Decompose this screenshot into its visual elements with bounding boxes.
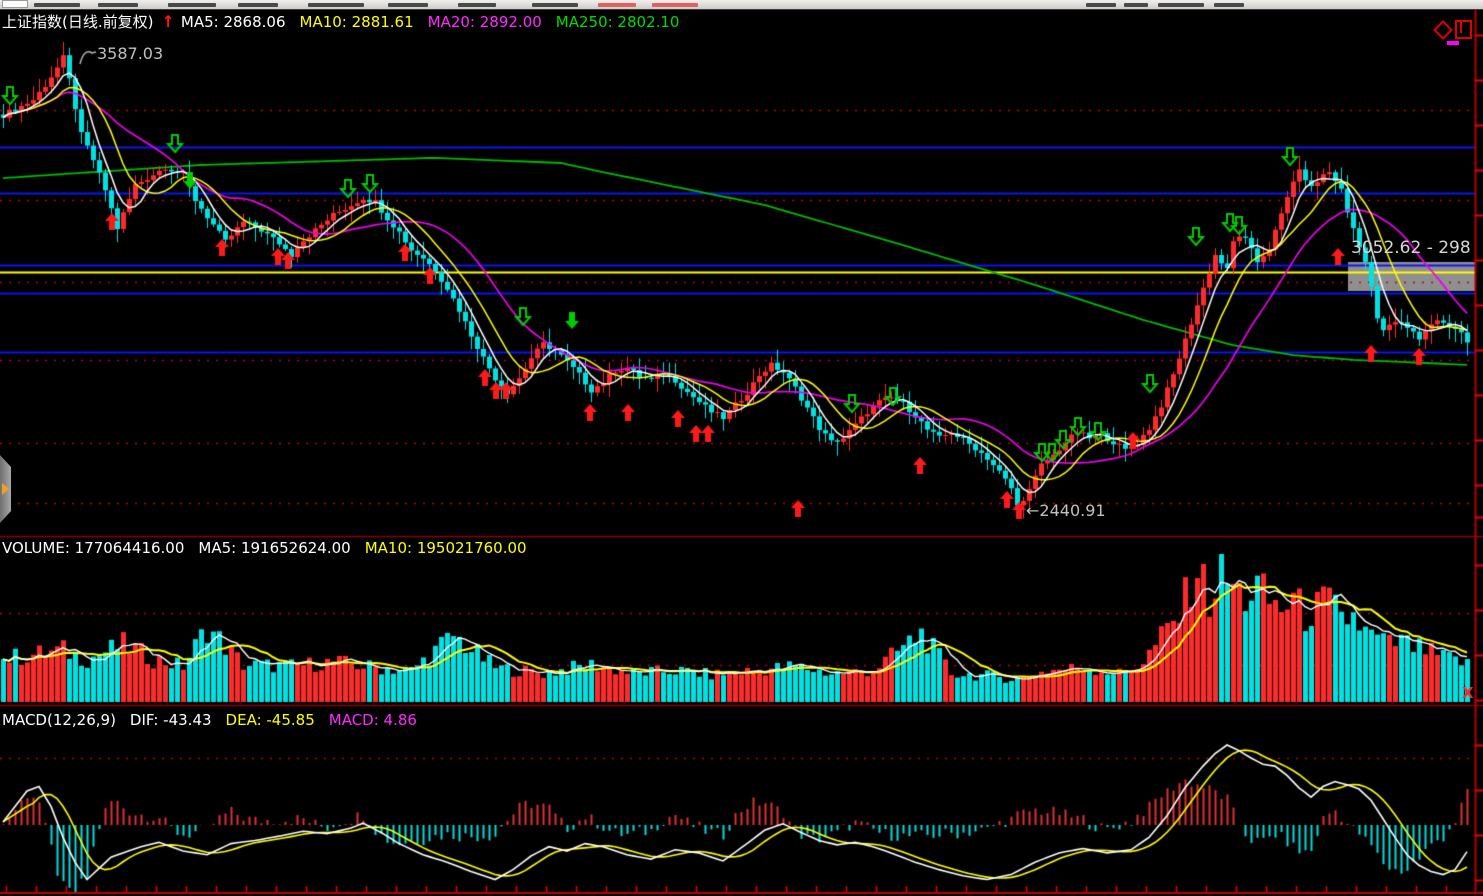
volume-ma10-value: MA10: 195021760.00 (364, 539, 527, 557)
dea-value: DEA: -45.85 (225, 711, 315, 729)
ma250-value: MA250: 2802.10 (555, 13, 680, 31)
arrow-right-icon (2, 483, 9, 495)
high-price-annotation: 3587.03 (97, 44, 164, 63)
magenta-marker (1447, 41, 1459, 45)
volume-header: VOLUME: 177064416.00 MA5: 191652624.00 MA1… (2, 539, 527, 557)
volume-ma5-value: MA5: 191652624.00 (198, 539, 351, 557)
ma5-value: MA5: 2868.06 (180, 13, 286, 31)
price-band-tooltip: 3052.62 - 298 (1351, 238, 1471, 258)
window-restore-icon[interactable] (1455, 20, 1472, 39)
low-price-annotation: ←2440.91 (1026, 501, 1106, 520)
macd-value: MACD: 4.86 (328, 711, 417, 729)
volume-pane-close-icon[interactable]: X (1462, 684, 1474, 702)
macd-title: MACD(12,26,9) (2, 711, 116, 729)
menu-bar[interactable] (0, 0, 1483, 10)
dif-value: DIF: -43.43 (129, 711, 212, 729)
volume-value: VOLUME: 177064416.00 (2, 539, 185, 557)
menu-home-button[interactable] (2, 0, 28, 8)
sidebar-expand-handle[interactable] (0, 455, 11, 523)
macd-header: MACD(12,26,9) DIF: -43.43 DEA: -45.85 MACD:… (2, 711, 417, 729)
up-arrow-icon: ↑ (161, 12, 175, 31)
symbol-title: 上证指数(日线.前复权) (2, 13, 154, 31)
ma10-value: MA10: 2881.61 (299, 13, 414, 31)
ma20-value: MA20: 2892.00 (427, 13, 542, 31)
main-chart-header: 上证指数(日线.前复权) ↑ MA5: 2868.06 MA10: 2881.61 MA… (2, 12, 680, 32)
